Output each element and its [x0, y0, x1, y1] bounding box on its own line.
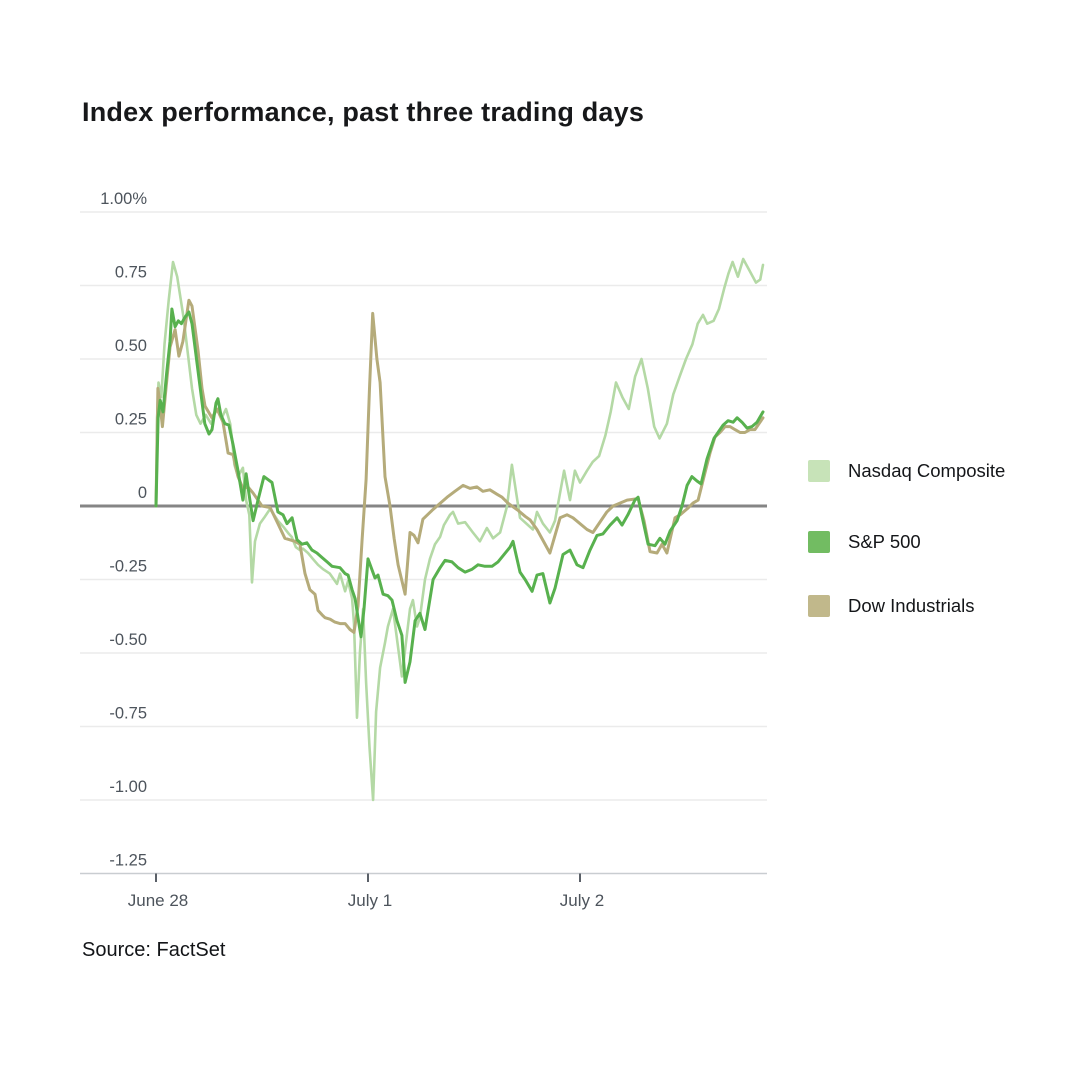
legend-label-sp500: S&P 500: [848, 531, 921, 552]
x-tick-label: June 28: [128, 891, 189, 910]
dow-industrials-line: [154, 298, 765, 634]
x-tick-label: July 1: [348, 891, 392, 910]
dow-swatch-icon: [808, 595, 830, 617]
x-tick-label: July 2: [560, 891, 604, 910]
y-tick-label: -1.25: [109, 852, 147, 870]
y-tick-label: 0.75: [115, 264, 147, 282]
y-tick-label: 0: [138, 484, 147, 502]
y-tick-label: -0.75: [109, 705, 147, 723]
legend-item-dow: Dow Industrials: [808, 594, 974, 618]
y-tick-label: -0.25: [109, 558, 147, 576]
nasdaq-swatch-icon: [808, 460, 830, 482]
legend-label-nasdaq: Nasdaq Composite: [848, 460, 1006, 481]
legend-item-nasdaq: Nasdaq Composite: [808, 459, 1005, 483]
source-attribution: Source: FactSet: [82, 939, 226, 961]
y-tick-label: 0.50: [115, 337, 147, 355]
legend-item-sp500: S&P 500: [808, 530, 921, 554]
y-tick-label: -0.50: [109, 631, 147, 649]
y-tick-label: -1.00: [109, 778, 147, 796]
legend-label-dow: Dow Industrials: [848, 595, 975, 616]
y-tick-label: 0.25: [115, 411, 147, 429]
y-tick-label: 1.00%: [100, 190, 147, 208]
sp-500-line: [154, 307, 765, 684]
sp500-swatch-icon: [808, 531, 830, 553]
page-title: Index performance, past three trading da…: [82, 97, 645, 127]
